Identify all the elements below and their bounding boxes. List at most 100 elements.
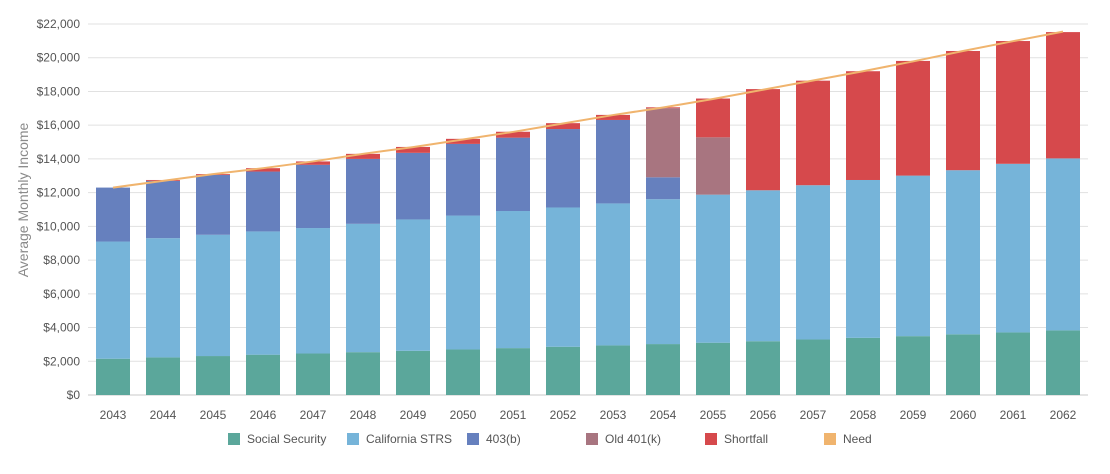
y-tick-label: $8,000: [43, 253, 80, 267]
y-tick-label: $4,000: [43, 321, 80, 335]
bar-segment-social-security: [696, 342, 730, 395]
bar-segment-shortfall: [1046, 32, 1080, 159]
y-axis-title: Average Monthly Income: [15, 122, 31, 277]
y-tick-label: $2,000: [43, 354, 80, 368]
legend-label: Old 401(k): [605, 432, 661, 446]
bar-segment-shortfall: [896, 60, 930, 176]
bar-segment-california-strs: [446, 215, 480, 350]
bar-segment-california-strs: [896, 175, 930, 337]
bar-segment-social-security: [496, 348, 530, 395]
legend-label: Social Security: [247, 432, 326, 446]
bar-segment-403-b: [546, 129, 580, 208]
bar-segment-california-strs: [846, 179, 880, 338]
bar-segment-social-security: [196, 356, 230, 395]
x-tick-label: 2060: [950, 408, 977, 422]
x-tick-label: 2054: [650, 408, 677, 422]
need-line-group: [112, 30, 1064, 189]
bar-segment-california-strs: [696, 194, 730, 343]
x-tick-label: 2048: [350, 408, 377, 422]
bar-segment-social-security: [796, 339, 830, 395]
bar-segment-california-strs: [546, 207, 580, 347]
x-tick-label: 2062: [1050, 408, 1077, 422]
bar-segment-shortfall: [946, 50, 980, 171]
bar-segment-403-b: [146, 180, 180, 239]
bar-segment-california-strs: [996, 163, 1030, 333]
bar-segment-social-security: [596, 345, 630, 395]
bar-segment-social-security: [646, 344, 680, 395]
bar-segment-old-401-k: [646, 108, 680, 178]
bar-segment-403-b: [446, 143, 480, 216]
legend-swatch: [705, 433, 717, 445]
bar-segment-shortfall: [696, 98, 730, 138]
bar-segment-california-strs: [146, 238, 180, 358]
bar-segment-403-b: [396, 152, 430, 220]
bar-segment-california-strs: [646, 199, 680, 345]
y-tick-label: $6,000: [43, 287, 80, 301]
bar-segment-social-security: [96, 358, 130, 395]
legend-label: 403(b): [486, 432, 521, 446]
x-tick-label: 2044: [150, 408, 177, 422]
bar-segment-social-security: [846, 337, 880, 395]
bar-segment-403-b: [596, 119, 630, 204]
bar-segment-shortfall: [546, 123, 580, 130]
legend-swatch: [824, 433, 836, 445]
y-tick-label: $20,000: [37, 51, 81, 65]
legend-swatch: [228, 433, 240, 445]
bar-segment-social-security: [146, 357, 180, 395]
x-tick-label: 2047: [300, 408, 327, 422]
bar-segment-shortfall: [346, 153, 380, 159]
bar-segment-social-security: [396, 350, 430, 395]
legend-swatch: [586, 433, 598, 445]
bar-segment-shortfall: [996, 41, 1030, 164]
y-tick-label: $18,000: [37, 84, 81, 98]
x-tick-label: 2058: [850, 408, 877, 422]
bar-segment-shortfall: [846, 71, 880, 180]
bar-segment-403-b: [646, 177, 680, 200]
bar-segment-california-strs: [1046, 158, 1080, 331]
x-tick-label: 2061: [1000, 408, 1027, 422]
bar-segment-california-strs: [96, 241, 130, 359]
x-tick-label: 2055: [700, 408, 727, 422]
bar-segment-403-b: [296, 164, 330, 229]
y-tick-label: $22,000: [37, 17, 81, 31]
bar-segment-shortfall: [446, 138, 480, 144]
axes: Average Monthly Income $0 $2,000 $4,000 $6,…: [15, 17, 1077, 422]
x-tick-label: 2052: [550, 408, 577, 422]
bar-segment-403-b: [346, 158, 380, 224]
y-tick-label: $14,000: [37, 152, 81, 166]
bar-segment-social-security: [996, 332, 1030, 395]
y-tick-label: $16,000: [37, 118, 81, 132]
need-line: [112, 30, 1064, 189]
legend-label: Need: [843, 432, 872, 446]
bar-segment-social-security: [446, 349, 480, 395]
bar-segment-california-strs: [946, 170, 980, 335]
x-tick-label: 2056: [750, 408, 777, 422]
bar-segment-california-strs: [196, 234, 230, 357]
bar-segment-california-strs: [746, 190, 780, 342]
bar-segment-shortfall: [596, 114, 630, 120]
bar-segment-social-security: [896, 336, 930, 395]
x-tick-label: 2046: [250, 408, 277, 422]
bar-segment-shortfall: [246, 168, 280, 172]
bar-segment-shortfall: [746, 89, 780, 191]
legend: Social Security California STRS 403(b) Old …: [228, 432, 872, 446]
x-tick-label: 2049: [400, 408, 427, 422]
x-tick-label: 2053: [600, 408, 627, 422]
bar-segment-403-b: [246, 171, 280, 232]
bar-segment-shortfall: [296, 161, 330, 165]
bar-segment-old-401-k: [696, 137, 730, 195]
legend-label: Shortfall: [724, 432, 768, 446]
x-tick-label: 2059: [900, 408, 927, 422]
bar-segment-social-security: [296, 353, 330, 395]
legend-label: California STRS: [366, 432, 452, 446]
bar-segment-california-strs: [346, 223, 380, 353]
grid-lines: [88, 23, 1088, 396]
bar-segment-shortfall: [496, 131, 530, 138]
bar-segment-social-security: [246, 354, 280, 395]
x-tick-label: 2050: [450, 408, 477, 422]
bar-segment-california-strs: [496, 211, 530, 349]
bar-segment-shortfall: [396, 146, 430, 153]
legend-swatch: [467, 433, 479, 445]
